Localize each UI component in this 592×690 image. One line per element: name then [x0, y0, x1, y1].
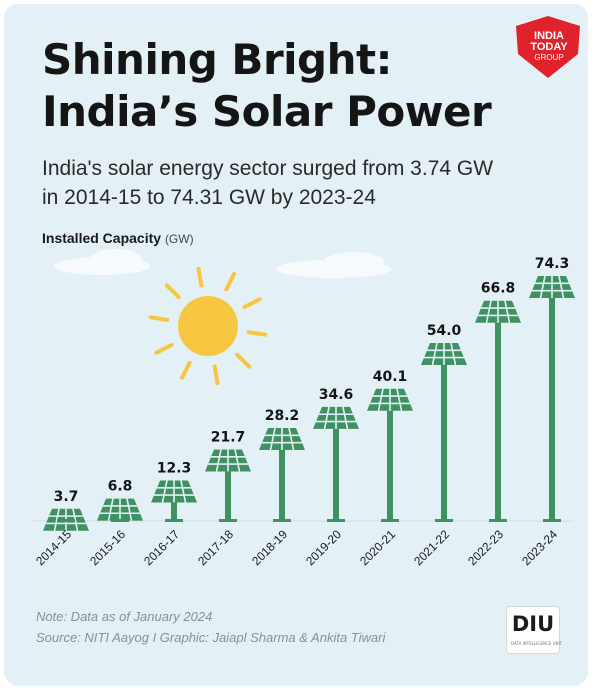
bar-pole [171, 502, 177, 521]
x-tick-2021-22: 2021-22 [411, 527, 452, 568]
bar-2018-19 [259, 427, 305, 522]
value-label-2015-16: 6.8 [108, 479, 133, 495]
bar-2022-23 [475, 300, 521, 522]
note-text: Note: Data as of January 2024 [36, 609, 213, 624]
x-tick-2020-21: 2020-21 [357, 527, 398, 568]
page-title: Shining Bright: India’s Solar Power [42, 34, 512, 138]
x-tick-2014-15: 2014-15 [33, 527, 74, 568]
bar-2023-24 [529, 275, 575, 522]
x-tick-2023-24: 2023-24 [519, 527, 560, 568]
x-tick-2018-19: 2018-19 [249, 527, 290, 568]
bar-2016-17 [151, 480, 197, 522]
value-label-2018-19: 28.2 [265, 408, 300, 424]
logo-line-2: TODAY [530, 41, 568, 53]
bar-2021-22 [421, 342, 467, 522]
x-tick-labels-group: 2014-15 2015-16 2016-17 2017-18 2018-19 2019-… [33, 527, 560, 568]
value-label-2022-23: 66.8 [481, 281, 516, 297]
bar-2014-15 [43, 508, 89, 531]
value-label-2019-20: 34.6 [319, 387, 354, 403]
x-tick-2019-20: 2019-20 [303, 527, 344, 568]
bars-group [43, 275, 575, 531]
bar-pole [387, 410, 393, 521]
bar-pole [225, 471, 231, 521]
logo-line-1: INDIA [534, 30, 564, 42]
bar-2015-16 [97, 498, 143, 522]
diu-badge: DIU DATA INTELLIGENCE UNIT [507, 607, 563, 653]
value-label-2017-18: 21.7 [211, 429, 246, 445]
y-axis-label: Installed Capacity (GW) [42, 230, 194, 246]
bar-pole [279, 450, 285, 521]
title-line-1: Shining Bright: [42, 35, 392, 84]
bar-2020-21 [367, 388, 413, 522]
value-label-2023-24: 74.3 [535, 256, 570, 272]
bar-pole [333, 428, 339, 521]
bar-2019-20 [313, 406, 359, 522]
title-line-2: India’s Solar Power [42, 87, 492, 136]
y-axis-label-unit: (GW) [164, 232, 194, 246]
x-tick-2022-23: 2022-23 [465, 527, 506, 568]
value-label-2016-17: 12.3 [157, 460, 192, 476]
x-tick-2017-18: 2017-18 [195, 527, 236, 568]
subtitle-line-1: India's solar energy sector surged from … [42, 157, 494, 180]
bar-pole [441, 364, 447, 521]
value-label-2020-21: 40.1 [373, 369, 408, 385]
bar-chart: 3.7 6.8 12.3 21.7 28.2 34.6 40.1 54.0 66.8 74.3 2… [32, 249, 575, 568]
clouds [54, 249, 392, 278]
value-label-2021-22: 54.0 [427, 323, 462, 339]
x-tick-2016-17: 2016-17 [141, 527, 182, 568]
bar-pole [549, 298, 555, 521]
logo-line-3: GROUP [534, 53, 563, 62]
source-text: Source: NITI Aayog I Graphic: Jaiapl Sha… [36, 630, 386, 645]
value-labels-group: 3.7 6.8 12.3 21.7 28.2 34.6 40.1 54.0 66.8 74.3 [54, 256, 570, 505]
diu-badge-tagline: DATA INTELLIGENCE UNIT [511, 641, 563, 646]
y-axis-label-main: Installed Capacity [42, 230, 162, 246]
subtitle-line-2: in 2014-15 to 74.31 GW by 2023-24 [42, 186, 376, 209]
bar-pole [495, 322, 501, 521]
value-label-2014-15: 3.7 [54, 489, 79, 505]
india-today-group-logo: INDIA TODAY GROUP [516, 16, 580, 78]
x-tick-2015-16: 2015-16 [87, 527, 128, 568]
sun-icon [148, 266, 268, 386]
diu-badge-text: DIU [511, 612, 555, 636]
subtitle: India's solar energy sector surged from … [42, 154, 542, 212]
footnote: Note: Data as of January 2024 Source: NI… [36, 606, 385, 648]
infographic-card: Shining Bright: India’s Solar Power Indi… [4, 4, 588, 686]
bar-2017-18 [205, 449, 251, 522]
